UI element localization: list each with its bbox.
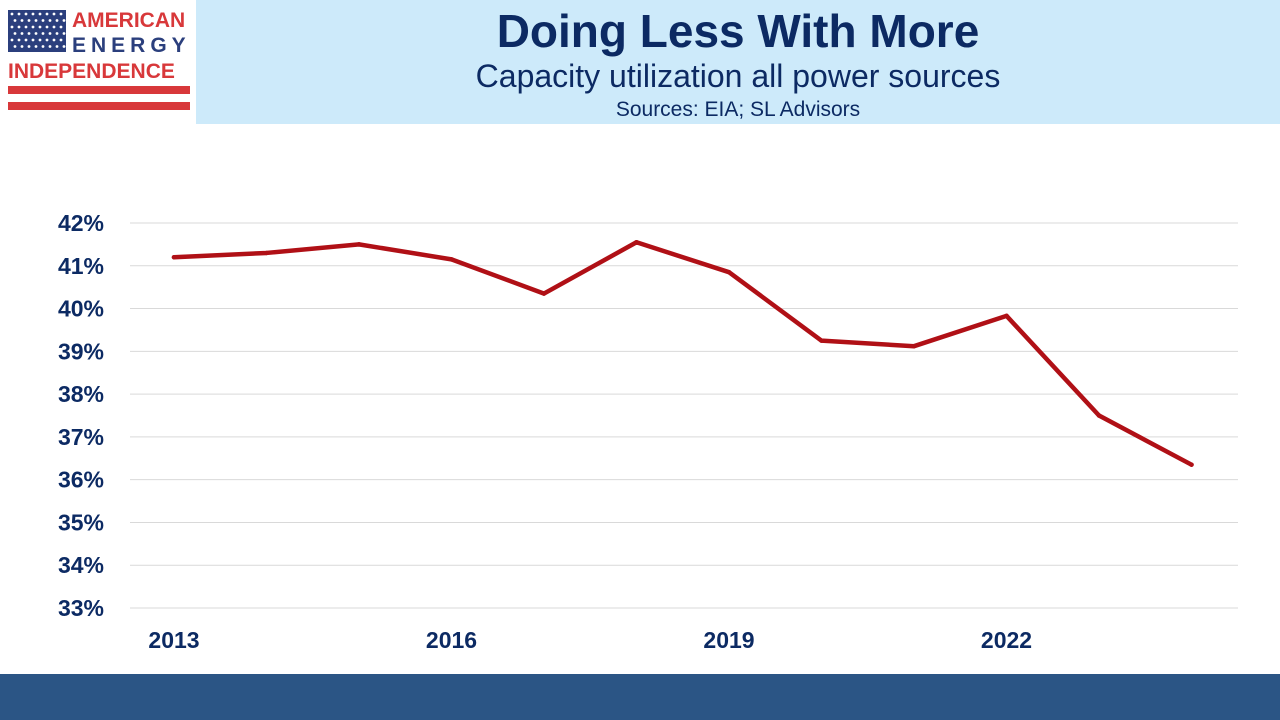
y-tick-label: 36% [58,467,104,493]
x-tick-label: 2022 [981,627,1032,653]
logo-line-independence: INDEPENDENCE [8,60,175,83]
flag-star [45,38,49,42]
data-point [356,242,362,247]
flag-star [59,12,63,16]
y-axis-ticks: 33% 34% 35% 36% 37% 38% 39% 40% 41% 42% [58,210,104,621]
flag-star [31,38,35,42]
flag-star [41,19,45,22]
y-tick-label: 35% [58,509,104,535]
flag-star [27,45,31,48]
footer-band [0,674,1280,720]
y-tick-label: 40% [58,296,104,322]
page-title: Doing Less With More [496,5,980,57]
y-tick-label: 33% [58,595,104,621]
flag-star [24,12,28,16]
flag-star [24,38,28,42]
flag-star [20,32,24,35]
series-line [171,240,1194,467]
data-point [819,338,824,343]
flag-star [13,45,17,48]
data-point [911,343,917,349]
data-point [726,269,732,275]
flag-star [10,25,14,29]
x-tick-label: 2019 [703,627,754,653]
line-chart: 33%34%35%36%37%38%39%40%41%42% 2013 2016 2… [58,210,1238,653]
source-note: Sources: EIA; SL Advisors [615,98,861,121]
flag-star [59,38,63,42]
flag-star [34,32,38,35]
x-axis-ticks: 2013 2016 2019 2022 [148,627,1032,653]
flag-star [59,25,63,29]
flag-star [17,12,21,16]
flag-star [38,38,42,42]
flag-star [24,25,28,29]
x-tick-label: 2016 [426,627,477,653]
data-point [634,240,639,245]
flag-logo: AMERICAN ENERGY INDEPENDENCE [8,9,191,110]
flag-star [17,38,21,42]
gridlines [130,222,1238,609]
y-tick-label: 34% [58,552,104,578]
flag-star [34,45,38,48]
flag-star [34,19,38,22]
flag-star [38,12,42,16]
data-point [541,291,547,296]
data-point [264,250,269,256]
flag-star [27,19,31,22]
flag-canton [8,10,66,52]
flag-star [41,45,45,48]
data-point [1189,462,1194,467]
flag-star [45,12,49,16]
flag-star [45,25,49,29]
flag-stripe [8,102,190,110]
flag-star [55,19,59,22]
flag-star [48,19,52,22]
data-point [171,254,177,260]
data-point [1004,313,1009,319]
flag-star [10,12,14,16]
flag-star [55,32,59,35]
header-band [196,0,1280,124]
flag-star [48,32,52,35]
flag-star [38,25,42,29]
flag-star [48,45,52,48]
flag-star [20,45,24,48]
flag-star [52,38,56,42]
y-tick-label: 41% [58,253,104,279]
y-tick-label: 37% [58,424,104,450]
flag-star [62,19,66,22]
flag-star [52,25,56,29]
data-point [1096,413,1102,418]
flag-star [62,32,66,35]
flag-star [10,38,14,42]
flag-star [13,32,17,35]
flag-star [27,32,31,35]
flag-star [13,19,17,22]
series-layer [171,240,1194,467]
logo-line-american: AMERICAN [72,9,185,32]
logo-line-energy: ENERGY [72,34,191,57]
flag-star [52,12,56,16]
flag-star [17,25,21,29]
x-tick-label: 2013 [148,627,199,653]
flag-star [31,12,35,16]
page-subtitle: Capacity utilization all power sources [475,58,1001,94]
flag-star [62,45,66,48]
flag-star [41,32,45,35]
flag-stripe [8,86,190,94]
flag-star [31,25,35,29]
logo: AMERICAN ENERGY INDEPENDENCE [0,0,196,124]
y-tick-label: 42% [58,210,104,236]
y-tick-label: 38% [58,381,104,407]
y-tick-label: 39% [58,338,104,364]
flag-star [55,45,59,48]
flag-star [20,19,24,22]
flag-stars [10,12,66,48]
data-point [449,257,454,262]
